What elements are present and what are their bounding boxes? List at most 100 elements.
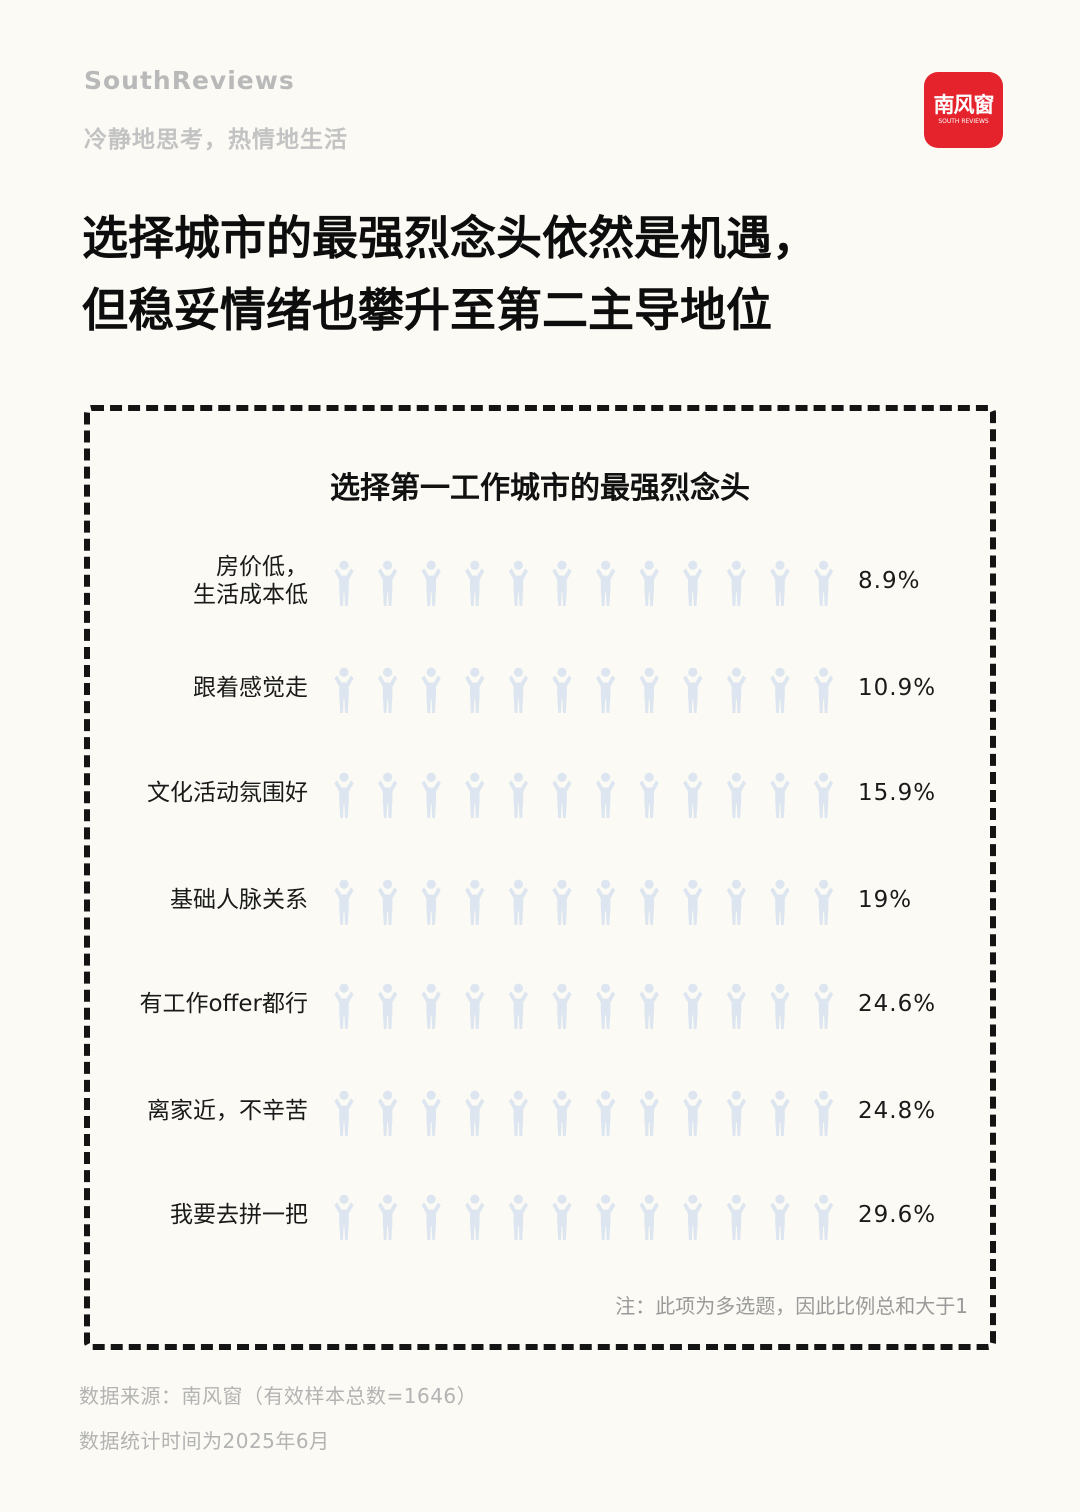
pictogram-row bbox=[334, 879, 834, 925]
person-icon-empty bbox=[813, 983, 834, 1029]
category-label-line: 基础人脉关系 bbox=[170, 887, 308, 913]
person-icon-empty bbox=[726, 879, 747, 925]
person-icon-empty bbox=[770, 1090, 790, 1136]
value-label: 24.6% bbox=[858, 991, 937, 1017]
person-icon-empty bbox=[683, 1090, 703, 1136]
person-icon-empty bbox=[813, 560, 834, 606]
person-icon-empty bbox=[421, 560, 441, 606]
person-icon-empty bbox=[508, 1194, 529, 1240]
category-label-line: 跟着感觉走 bbox=[193, 675, 308, 701]
person-icon-empty bbox=[377, 560, 398, 606]
value-label: 29.6% bbox=[858, 1202, 937, 1228]
person-icon-empty bbox=[813, 1194, 834, 1240]
person-icon-empty bbox=[421, 879, 441, 925]
chart-note: 注：此项为多选题，因此比例总和大于1 bbox=[615, 1294, 968, 1318]
person-icon-empty bbox=[465, 1194, 485, 1240]
person-icon-empty bbox=[465, 1090, 485, 1136]
person-icon-empty bbox=[683, 560, 703, 606]
person-icon-empty bbox=[770, 560, 790, 606]
pictogram-row bbox=[334, 667, 834, 713]
person-icon-empty bbox=[552, 879, 572, 925]
person-icon-empty bbox=[639, 772, 659, 818]
category-label: 我要去拼一把 bbox=[170, 1201, 308, 1229]
person-icon-empty bbox=[595, 772, 616, 818]
category-label-line: 有工作offer都行 bbox=[139, 991, 308, 1017]
category-label: 跟着感觉走 bbox=[193, 674, 308, 702]
category-label: 离家近，不辛苦 bbox=[147, 1097, 308, 1125]
category-label-line: 我要去拼一把 bbox=[170, 1202, 308, 1228]
person-icon-empty bbox=[508, 1090, 529, 1136]
person-icon-empty bbox=[813, 667, 834, 713]
person-icon-empty bbox=[639, 560, 659, 606]
person-icon-empty bbox=[595, 1090, 616, 1136]
person-icon-empty bbox=[465, 667, 485, 713]
person-icon-empty bbox=[639, 879, 659, 925]
logo-text: 南风窗 bbox=[933, 93, 995, 117]
person-icon-empty bbox=[552, 983, 572, 1029]
person-icon-empty bbox=[726, 772, 747, 818]
person-icon-empty bbox=[683, 772, 703, 818]
person-icon-empty bbox=[334, 1090, 354, 1136]
person-icon-empty bbox=[595, 560, 616, 606]
category-label: 文化活动氛围好 bbox=[147, 779, 308, 807]
headline: 选择城市的最强烈念头依然是机遇， 但稳妥情绪也攀升至第二主导地位 bbox=[82, 202, 1002, 346]
category-label: 有工作offer都行 bbox=[139, 990, 308, 1018]
person-icon-empty bbox=[508, 772, 529, 818]
person-icon-empty bbox=[465, 772, 485, 818]
source-line: 数据来源：南风窗（有效样本总数=1646） bbox=[79, 1384, 478, 1408]
person-icon-empty bbox=[813, 879, 834, 925]
chart-frame bbox=[84, 405, 996, 1350]
brand-slogan: 冷静地思考，热情地生活 bbox=[84, 127, 348, 153]
person-icon-empty bbox=[770, 1194, 790, 1240]
person-icon-empty bbox=[726, 1194, 747, 1240]
person-icon-empty bbox=[377, 879, 398, 925]
person-icon-empty bbox=[508, 983, 529, 1029]
person-icon-empty bbox=[813, 772, 834, 818]
person-icon-empty bbox=[726, 560, 747, 606]
person-icon-empty bbox=[770, 983, 790, 1029]
person-icon-empty bbox=[595, 879, 616, 925]
person-icon-empty bbox=[334, 560, 354, 606]
person-icon-empty bbox=[421, 1194, 441, 1240]
person-icon-empty bbox=[770, 772, 790, 818]
person-icon-empty bbox=[639, 983, 659, 1029]
person-icon-empty bbox=[552, 772, 572, 818]
person-icon-empty bbox=[421, 983, 441, 1029]
value-label: 8.9% bbox=[858, 568, 921, 594]
person-icon-empty bbox=[726, 1090, 747, 1136]
chart-title: 选择第一工作城市的最强烈念头 bbox=[330, 471, 750, 506]
person-icon-empty bbox=[770, 667, 790, 713]
person-icon-empty bbox=[465, 560, 485, 606]
person-icon-empty bbox=[683, 667, 703, 713]
headline-line-1: 选择城市的最强烈念头依然是机遇， bbox=[82, 211, 818, 265]
person-icon-empty bbox=[508, 667, 529, 713]
person-icon-empty bbox=[334, 983, 354, 1029]
brand-name: SouthReviews bbox=[84, 66, 295, 95]
person-icon-empty bbox=[639, 1090, 659, 1136]
person-icon-empty bbox=[683, 879, 703, 925]
person-icon-empty bbox=[334, 1194, 354, 1240]
brand-logo: 南风窗 SOUTH REVIEWS bbox=[924, 72, 1003, 148]
logo-subtext: SOUTH REVIEWS bbox=[938, 118, 989, 125]
person-icon-empty bbox=[421, 667, 441, 713]
value-label: 10.9% bbox=[858, 675, 937, 701]
person-icon-empty bbox=[683, 1194, 703, 1240]
category-label-line: 文化活动氛围好 bbox=[147, 780, 308, 806]
person-icon-empty bbox=[377, 983, 398, 1029]
person-icon-empty bbox=[726, 983, 747, 1029]
source-date: 数据统计时间为2025年6月 bbox=[79, 1429, 330, 1453]
category-label: 房价低， 生活成本低 bbox=[193, 553, 308, 609]
person-icon-empty bbox=[813, 1090, 834, 1136]
person-icon-empty bbox=[334, 879, 354, 925]
person-icon-empty bbox=[726, 667, 747, 713]
pictogram-row bbox=[334, 1090, 834, 1136]
value-label: 24.8% bbox=[858, 1098, 937, 1124]
person-icon-empty bbox=[377, 667, 398, 713]
person-icon-empty bbox=[552, 560, 572, 606]
pictogram-row bbox=[334, 772, 834, 818]
headline-line-2: 但稳妥情绪也攀升至第二主导地位 bbox=[82, 283, 772, 337]
person-icon-empty bbox=[639, 1194, 659, 1240]
pictogram-row bbox=[334, 560, 834, 606]
value-label: 19% bbox=[858, 887, 913, 913]
category-label-line: 房价低， bbox=[216, 554, 308, 580]
